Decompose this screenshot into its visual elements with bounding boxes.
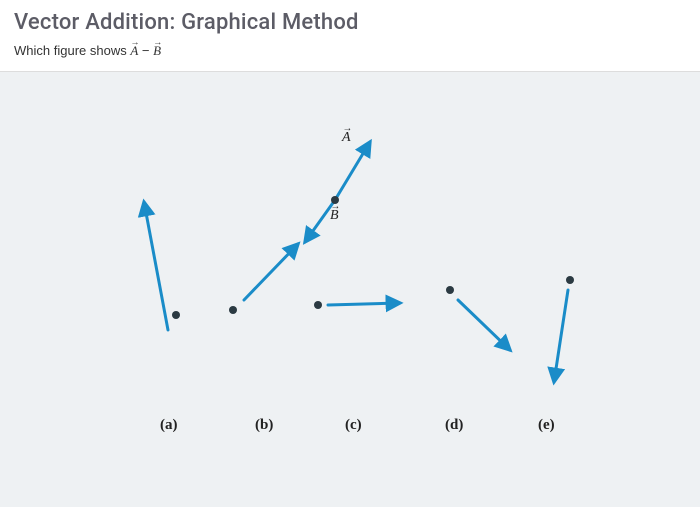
option-label-e: (e) [538,417,555,434]
option-label-b: (b) [255,417,273,434]
variable-a: A [130,43,138,59]
vector-label-b: B [330,208,339,224]
operator: − [142,43,153,58]
question-prefix: Which figure shows [14,43,130,58]
option-label-d: (d) [445,417,463,434]
header: Vector Addition: Graphical Method Which … [0,0,700,72]
option-label-c: (c) [345,417,362,434]
option-label-a: (a) [160,417,178,434]
vector-label-a: A [342,130,351,146]
question-text: Which figure shows A − B [14,43,686,59]
figure-area: A B (a) (b) (c) (d) (e) [0,72,700,502]
variable-b: B [153,43,161,59]
page-title: Vector Addition: Graphical Method [14,10,686,35]
